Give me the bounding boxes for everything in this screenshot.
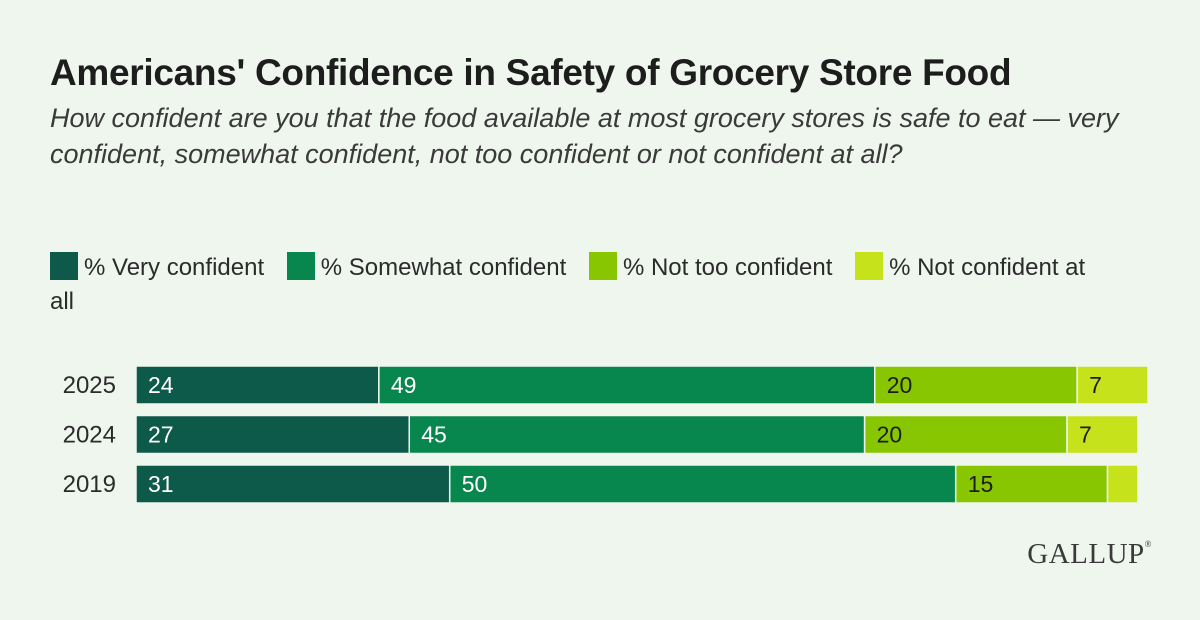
bar-segment-2024-4 <box>1066 414 1139 455</box>
data-label-2024-3: 20 <box>877 422 903 448</box>
bar-segment-2025-1 <box>135 365 380 405</box>
data-label-2019-3: 15 <box>968 471 994 497</box>
chart-subtitle: How confident are you that the food avai… <box>50 103 1119 169</box>
gallup-logo: GALLUP® <box>1027 538 1152 571</box>
bar-segment-2019-4 <box>1106 464 1139 504</box>
category-label-2019: 2019 <box>63 471 116 498</box>
bar-segment-2025-4 <box>1076 365 1149 405</box>
data-label-2019-2: 50 <box>462 471 488 497</box>
legend-label: % Somewhat confident <box>320 254 567 281</box>
brand-name: GALLUP <box>1027 538 1145 570</box>
legend-label: % Not too confident <box>622 254 833 281</box>
legend-item-not-confident-at-all: % Not confident at all <box>50 252 1086 315</box>
data-label-2024-4: 7 <box>1079 422 1092 448</box>
legend-swatch <box>588 252 617 280</box>
legend-label: % Very confident <box>84 254 265 281</box>
bar-segment-2024-2 <box>408 414 866 455</box>
bar-segment-2019-1 <box>135 464 451 504</box>
data-label-2024-2: 45 <box>421 422 447 448</box>
legend: % Very confident % Somewhat confident % … <box>50 251 1130 319</box>
bar-segment-2025-2 <box>378 365 876 405</box>
bar-segment-2019-2 <box>448 464 957 504</box>
bar-segment-2024-3 <box>863 414 1068 455</box>
bar-segment-2019-3 <box>954 464 1109 504</box>
legend-label: % Not confident at all <box>50 254 1086 315</box>
bar-segment-2025-3 <box>874 365 1078 405</box>
registered-mark: ® <box>1144 539 1152 549</box>
legend-item-very-confident: % Very confident <box>50 252 265 281</box>
data-label-2024-1: 27 <box>148 422 174 448</box>
data-label-2025-2: 49 <box>391 372 417 398</box>
data-label-2025-4: 7 <box>1089 372 1102 398</box>
category-label-2024: 2024 <box>63 422 116 449</box>
data-label-2025-3: 20 <box>887 372 913 398</box>
chart-title: Americans' Confidence in Safety of Groce… <box>50 52 1012 93</box>
legend-item-somewhat-confident: % Somewhat confident <box>286 252 567 281</box>
data-label-2025-1: 24 <box>148 372 174 398</box>
legend-swatch <box>855 252 884 280</box>
legend-swatch <box>50 252 78 280</box>
category-label-2025: 2025 <box>63 372 116 399</box>
legend-item-not-too-confident: % Not too confident <box>588 252 833 281</box>
legend-swatch <box>286 252 315 280</box>
bar-segment-2024-1 <box>135 414 410 455</box>
data-label-2019-1: 31 <box>148 471 174 497</box>
